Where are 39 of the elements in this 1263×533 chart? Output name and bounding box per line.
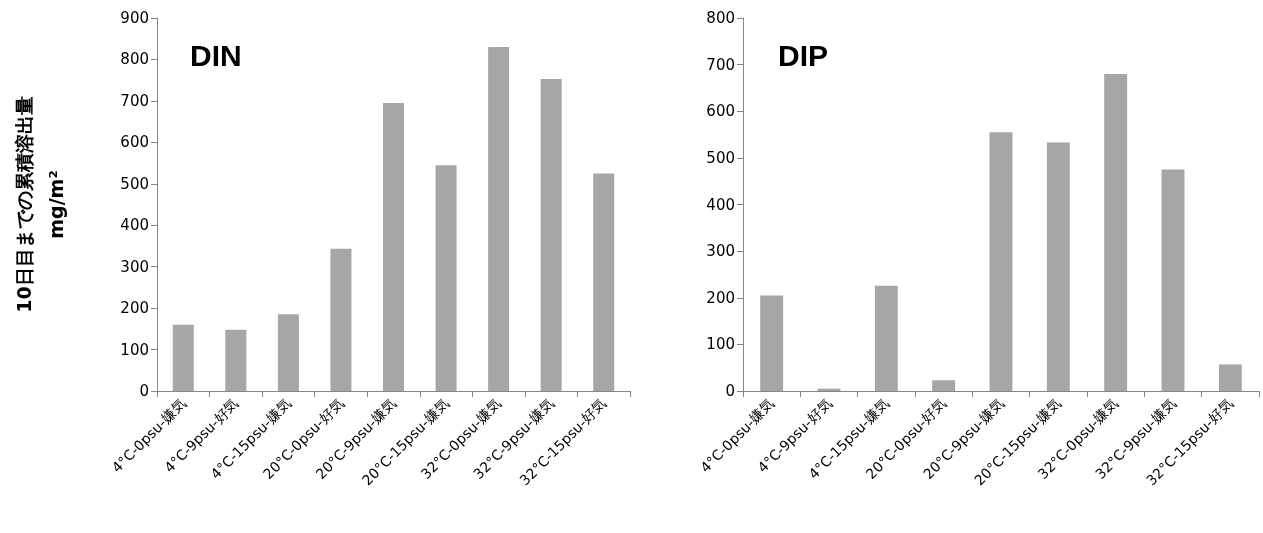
y-tick-label: 700 (120, 91, 149, 110)
bar (172, 324, 194, 391)
y-tick-label: 900 (120, 9, 149, 27)
y-tick-label: 0 (139, 382, 149, 400)
bar (225, 329, 247, 391)
bar (760, 295, 784, 391)
y-axis-title: 10日目までの累積溶出量 mg/m² (13, 96, 67, 313)
y-tick-label: 800 (120, 50, 149, 69)
y-tick-label: 200 (120, 299, 149, 318)
y-tick-label: 300 (706, 242, 735, 261)
bar (540, 78, 562, 391)
y-tick-label: 600 (706, 102, 735, 121)
bar (989, 132, 1013, 391)
y-tick-label: 400 (120, 216, 149, 235)
y-tick-label: 500 (706, 148, 735, 167)
bar (593, 173, 615, 391)
bar (874, 285, 898, 391)
bar (277, 314, 299, 391)
text: DIN (190, 38, 242, 72)
y-tick-label: 700 (706, 55, 735, 74)
y-tick-label: 100 (120, 340, 149, 359)
y-tick-label: 100 (706, 335, 735, 354)
bar (382, 102, 405, 391)
y-tick-label: 0 (725, 382, 735, 400)
y-tick-label: 300 (120, 257, 149, 276)
bar (435, 165, 457, 391)
bar (488, 47, 510, 391)
y-tick-label: 600 (120, 133, 149, 152)
y-tick-label: 400 (706, 195, 735, 214)
bar (1161, 169, 1185, 391)
text: DIP (778, 38, 829, 72)
bar (1104, 73, 1128, 391)
y-tick-label: 200 (706, 288, 735, 307)
bar (1046, 142, 1070, 391)
bar (330, 248, 352, 391)
bar (932, 380, 956, 391)
y-tick-label: 500 (120, 174, 149, 193)
y-tick-label: 800 (706, 9, 735, 27)
bar (1218, 364, 1242, 391)
